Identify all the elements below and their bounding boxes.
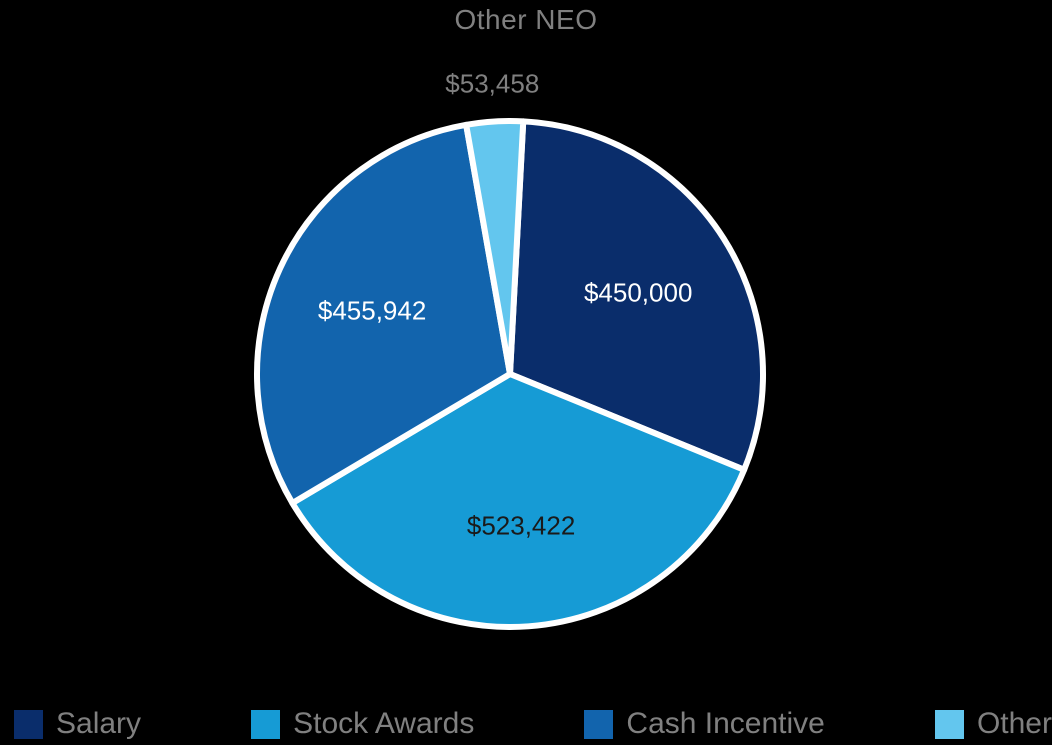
value-label-cash-incentive: $455,942 [318,296,426,326]
legend-swatch-stock-awards [251,709,281,739]
value-label-salary: $450,000 [584,278,692,308]
legend-label-salary: Salary [56,707,142,740]
pie-slice-other [463,118,527,377]
value-label-other: $53,458 [445,69,539,99]
legend-swatch-salary [14,709,43,739]
legend-label-other: Other [976,707,1052,740]
chart-title: Other NEO [454,4,598,35]
legend-item-salary: Salary [14,707,141,741]
legend-swatch-other [934,709,964,739]
legend-label-cash-incentive: Cash Incentive [626,707,825,740]
legend: Salary Stock Awards Cash Incentive Other [14,707,1052,741]
legend-item-stock-awards: Stock Awards [251,707,474,741]
pie-slice-cash-incentive [254,121,513,507]
legend-item-other: Other [934,707,1052,741]
pie-slice-salary [507,118,766,473]
legend-label-stock-awards: Stock Awards [293,707,475,740]
legend-item-cash-incentive: Cash Incentive [584,707,825,741]
value-label-stock-awards: $523,422 [467,510,575,540]
legend-swatch-cash-incentive [584,709,614,739]
